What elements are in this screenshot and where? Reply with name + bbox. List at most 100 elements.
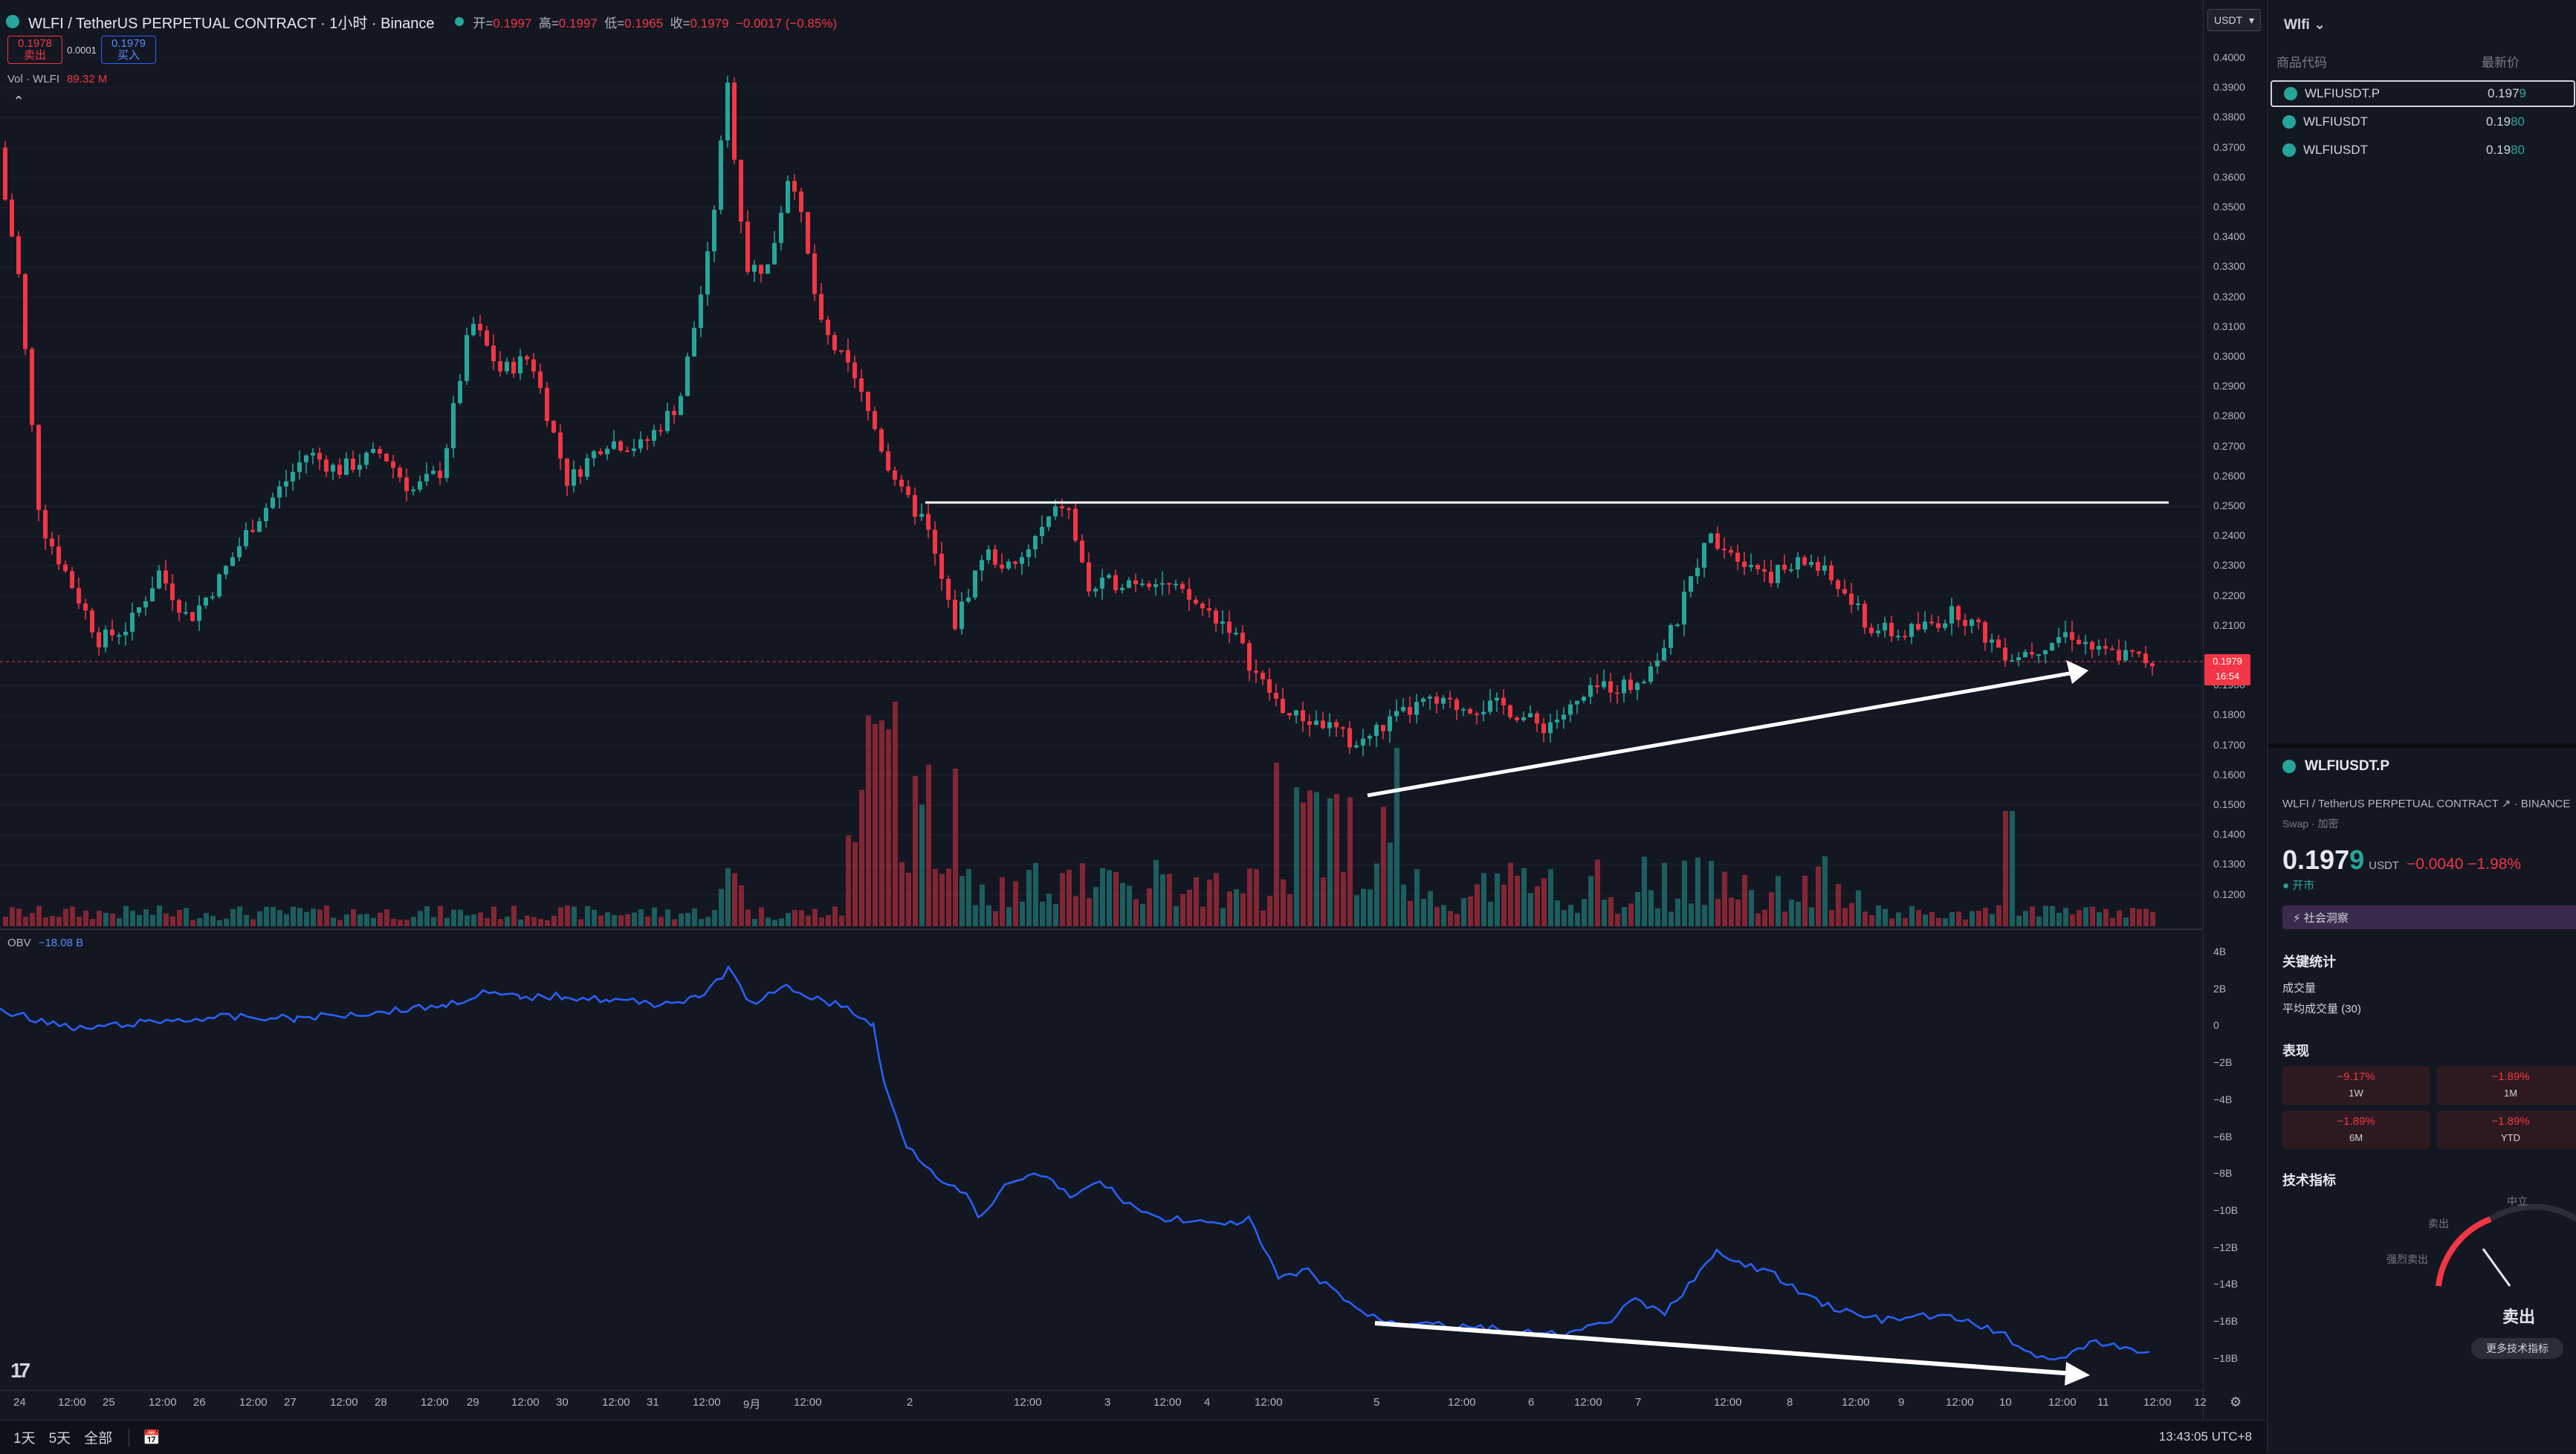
candle-body xyxy=(1782,564,1787,570)
price-tick: 0.3500 xyxy=(2213,201,2245,213)
volume-bar xyxy=(1963,919,1968,926)
volume-bar xyxy=(1501,885,1507,926)
chart-area[interactable]: WLFI / TetherUS PERPETUAL CONTRACT · 1小时… xyxy=(0,0,2265,1420)
volume-bar xyxy=(150,914,155,926)
volume-bar xyxy=(1689,903,1694,926)
obv-trend-arrowhead xyxy=(2065,1362,2090,1386)
candle-body xyxy=(2150,663,2155,667)
tech-gauge[interactable] xyxy=(2268,1189,2576,1338)
volume-bar xyxy=(137,914,142,926)
candle-body xyxy=(1816,561,1820,571)
obv-legend[interactable]: OBV −18.08 B xyxy=(7,937,84,949)
obv-tick: 0 xyxy=(2213,1019,2219,1032)
candle-body xyxy=(465,335,469,381)
price-tick: 0.3200 xyxy=(2213,290,2245,303)
candle-body xyxy=(592,451,596,459)
watchlist-row[interactable]: WLFIUSDT 0.1980 xyxy=(2271,137,2575,164)
candle-body xyxy=(384,453,389,462)
key-stats-title: 关键统计 xyxy=(2282,954,2336,969)
volume-bar xyxy=(357,914,363,926)
perf-6m[interactable]: −1.89% 6M xyxy=(2282,1111,2430,1149)
tradingview-logo-icon[interactable]: 17 xyxy=(10,1359,30,1382)
perf-ytd[interactable]: −1.89% YTD xyxy=(2437,1111,2576,1149)
price-tick: 0.1800 xyxy=(2213,708,2245,721)
volume-bar xyxy=(1682,860,1687,926)
candle-body xyxy=(766,264,770,274)
volume-bar xyxy=(1080,863,1085,926)
clock[interactable]: 13:43:05 UTC+8 xyxy=(2158,1429,2252,1444)
detail-fullname[interactable]: WLFI / TetherUS PERPETUAL CONTRACT ↗ · B… xyxy=(2282,798,2571,810)
volume-bar xyxy=(1769,892,1774,926)
volume-bar xyxy=(424,906,430,926)
volume-bar xyxy=(471,914,476,926)
time-tick: 24 xyxy=(13,1396,26,1409)
candle-body xyxy=(1100,578,1104,589)
volume-bar xyxy=(705,917,711,926)
perf-1w[interactable]: −9.17% 1W xyxy=(2282,1066,2430,1105)
collapse-icon[interactable]: ⌃ xyxy=(13,94,25,109)
candle-body xyxy=(2090,642,2094,650)
volume-bar xyxy=(2036,916,2042,926)
candle-body xyxy=(1796,557,1800,570)
candle-body xyxy=(190,612,195,621)
volume-bar xyxy=(1394,748,1399,926)
candle-body xyxy=(1247,643,1252,671)
volume-bar xyxy=(1909,905,1915,926)
settings-gear-icon[interactable]: ⚙ xyxy=(2230,1395,2242,1409)
wlfi-logo-icon xyxy=(2282,115,2296,129)
candle-body xyxy=(2010,660,2014,662)
perf-1m[interactable]: −1.89% 1M xyxy=(2437,1066,2576,1105)
volume-bar xyxy=(344,914,349,926)
candle-body xyxy=(3,147,7,200)
price-tick: 0.2900 xyxy=(2213,380,2245,392)
volume-bar xyxy=(444,917,450,926)
volume-bar xyxy=(90,919,95,926)
volume-bar xyxy=(879,720,884,926)
range-5d-button[interactable]: 5天 xyxy=(48,1431,71,1447)
candle-body xyxy=(164,570,168,584)
candle-body xyxy=(344,458,349,475)
time-tick: 12:00 xyxy=(1014,1396,1042,1409)
price-axis[interactable] xyxy=(2203,0,2265,1420)
candle-body xyxy=(2117,650,2121,661)
range-1d-button[interactable]: 1天 xyxy=(13,1431,36,1447)
volume-bar xyxy=(812,908,818,926)
panel-divider[interactable] xyxy=(2268,743,2576,748)
watchlist-row[interactable]: WLFIUSDT 0.1980 xyxy=(2271,109,2575,135)
time-tick: 5 xyxy=(1373,1396,1380,1409)
volume-bar xyxy=(2123,917,2129,926)
watchlist-title[interactable]: Wlfi ⌄ xyxy=(2284,17,2326,33)
social-insight-badge[interactable]: ⚡ 社会洞察 xyxy=(2282,905,2576,929)
candle-body xyxy=(1147,583,1151,587)
volume-bar xyxy=(250,919,256,926)
candle-body xyxy=(23,274,27,349)
watchlist-row[interactable]: WLFIUSDT.P 0.1979 xyxy=(2271,80,2575,107)
candle-body xyxy=(1776,564,1780,584)
volume-legend[interactable]: Vol · WLFI 89.32 M xyxy=(7,73,108,85)
more-indicators-button[interactable]: 更多技术指标 xyxy=(2471,1338,2563,1359)
buy-button[interactable]: 0.1979 买入 xyxy=(101,36,156,64)
volume-bar xyxy=(966,868,971,926)
candle-body xyxy=(1983,621,1987,643)
currency-select[interactable]: USDT ▾ xyxy=(2207,9,2261,31)
candle-body xyxy=(1923,621,1927,630)
volume-bar xyxy=(1294,787,1299,926)
time-axis[interactable] xyxy=(0,1390,2203,1420)
volume-bar xyxy=(244,914,249,926)
volume-bar xyxy=(511,905,517,926)
candle-body xyxy=(578,469,583,477)
volume-bar xyxy=(1200,906,1206,926)
sell-button[interactable]: 0.1978 卖出 xyxy=(7,36,62,64)
symbol-title[interactable]: WLFI / TetherUS PERPETUAL CONTRACT · 1小时… xyxy=(28,15,435,32)
candle-body xyxy=(404,477,409,491)
wlfi-logo-icon xyxy=(2282,760,2296,773)
candlestick-chart[interactable] xyxy=(0,0,2265,1420)
range-all-button[interactable]: 全部 xyxy=(84,1431,113,1447)
candle-body xyxy=(1026,549,1031,558)
candle-body xyxy=(1361,738,1365,746)
symbol-legend[interactable]: WLFI / TetherUS PERPETUAL CONTRACT · 1小时… xyxy=(6,9,837,34)
date-range-calendar-icon[interactable]: 📅 xyxy=(143,1429,161,1446)
candle-body xyxy=(391,461,395,468)
detail-symbol[interactable]: WLFIUSDT.P xyxy=(2282,758,2389,775)
volume-bar xyxy=(1776,876,1781,926)
